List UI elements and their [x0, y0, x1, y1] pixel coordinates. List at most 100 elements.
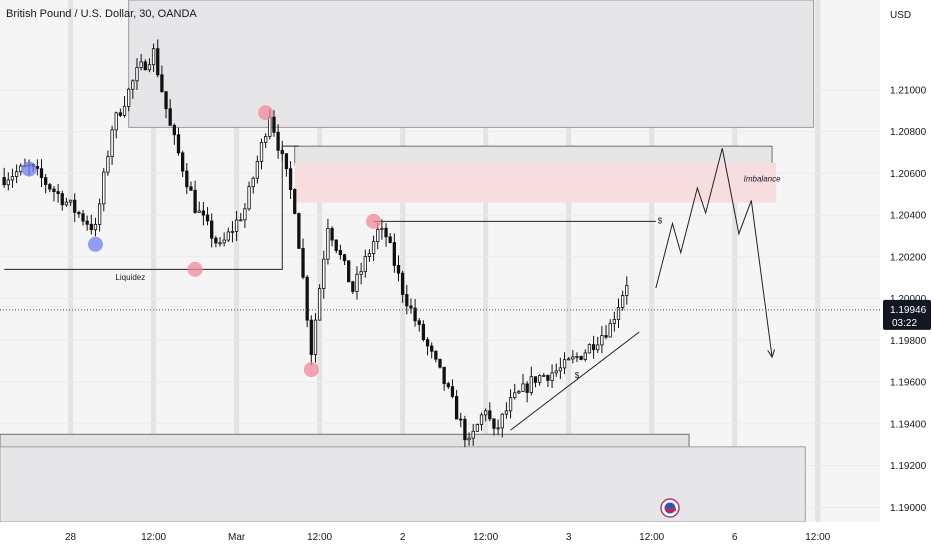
candle [230, 221, 235, 243]
time-tick-label: 12:00 [307, 532, 332, 543]
candle-body [288, 168, 293, 190]
vertical-grid-band [649, 0, 655, 522]
candle [367, 249, 372, 262]
candle [147, 58, 152, 73]
price-axis: 1.21000 1.20800 1.20600 1.20400 1.20200 1.200… [890, 10, 927, 514]
candle-body [471, 430, 475, 439]
candle-body [496, 427, 500, 430]
candle [243, 203, 247, 228]
candle [496, 419, 500, 436]
candle [297, 212, 301, 249]
candle-body [309, 319, 313, 355]
candle [210, 213, 214, 248]
candle [114, 111, 118, 139]
candle [10, 168, 15, 188]
candle [392, 233, 396, 273]
candle-body [268, 116, 272, 137]
candle-body [542, 375, 546, 377]
candle-body [600, 335, 604, 346]
candle-body [147, 64, 152, 71]
candle [608, 319, 612, 338]
candle [484, 408, 488, 422]
candle-body [591, 344, 596, 351]
candle-body [64, 201, 69, 206]
candle-body [326, 228, 330, 260]
candle [338, 244, 343, 260]
candle [508, 389, 513, 419]
candle [97, 198, 102, 232]
candle [81, 209, 85, 226]
candle-body [616, 307, 621, 320]
candle [587, 343, 592, 354]
candle-body [330, 228, 334, 241]
candle-body [52, 188, 56, 192]
candle-body [214, 237, 218, 244]
candle-body [210, 220, 214, 239]
candle [612, 311, 616, 332]
candle-body [297, 213, 301, 249]
candle-body [425, 339, 430, 347]
candle-body [488, 410, 492, 420]
candle-body [301, 248, 305, 278]
candle-body [151, 48, 156, 66]
countdown-timer: 03:22 [892, 318, 917, 329]
candle-body [81, 213, 85, 222]
candle-body [218, 242, 222, 245]
candle-body [550, 372, 554, 381]
vertical-grid-band [151, 0, 157, 522]
candle [525, 381, 529, 403]
time-tick-label: 12:00 [473, 532, 498, 543]
candle-body [475, 424, 480, 432]
price-tick-label: 1.19600 [890, 378, 927, 389]
candle [334, 239, 338, 254]
candle-body [156, 48, 160, 76]
candle [264, 133, 268, 149]
candle-body [2, 177, 6, 186]
candle-body [388, 236, 392, 243]
candle-body [6, 179, 10, 186]
candle-body [139, 61, 143, 68]
candle [205, 207, 210, 226]
candle-body [293, 189, 297, 214]
candle [330, 226, 334, 247]
candle [309, 315, 313, 365]
candle [259, 138, 264, 170]
candle [388, 233, 392, 244]
candle [197, 201, 201, 213]
candle [201, 201, 206, 226]
candle [571, 350, 575, 364]
vertical-grid-band [400, 0, 406, 522]
candle-body [529, 376, 533, 393]
candle [301, 238, 305, 280]
candle [479, 412, 484, 431]
swing-marker-circle [303, 362, 319, 378]
candle [73, 193, 77, 223]
imbalance-zone [294, 162, 777, 203]
candle [168, 99, 172, 126]
candle [616, 298, 621, 329]
price-tick-label: 1.20600 [890, 169, 927, 180]
candle-body [131, 80, 135, 90]
candle [625, 276, 629, 305]
vertical-grid-band [483, 0, 489, 522]
vertical-grid-band [732, 0, 738, 522]
candle [504, 402, 509, 419]
candle-body [533, 376, 538, 383]
candle-body [380, 227, 384, 230]
candle-body [114, 112, 118, 131]
chart-title: British Pound / U.S. Dollar, 30, OANDA [6, 8, 197, 20]
candle [400, 270, 405, 303]
candle [492, 418, 496, 436]
candle [64, 197, 69, 207]
candle [342, 253, 347, 266]
time-tick-label: 2 [400, 532, 406, 543]
candle-body [558, 367, 563, 372]
candle [500, 413, 504, 438]
candle [313, 313, 318, 363]
candle-body [164, 91, 168, 110]
swing-marker-circle [87, 236, 103, 252]
candle [554, 363, 558, 377]
vertical-grid-band [317, 0, 323, 522]
candle [110, 125, 114, 165]
